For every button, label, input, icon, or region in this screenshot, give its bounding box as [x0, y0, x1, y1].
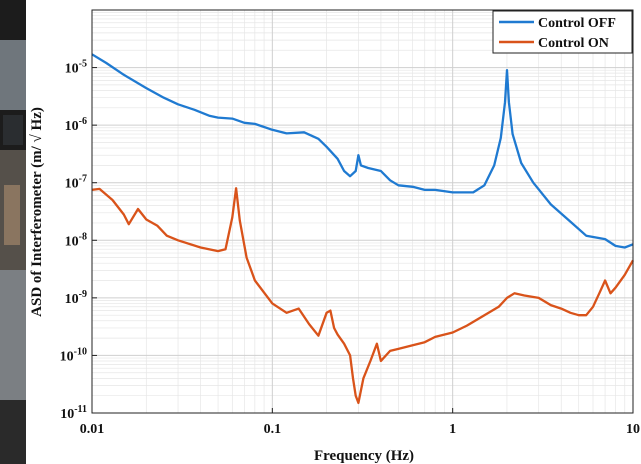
legend-label-control-on: Control ON: [538, 36, 609, 51]
plot-area-background: [92, 10, 633, 413]
y-axis-label: ASD of Interferometer (m/ √ Hz): [29, 107, 45, 317]
x-tick-label: 10: [626, 422, 640, 437]
y-tick-label: 10-5: [65, 59, 87, 77]
series-line-control-off: [91, 53, 634, 249]
plot-frame: [91, 9, 634, 414]
photo-strip-image: [0, 0, 26, 464]
x-axis-ticks: 0.01 0.1 1 10: [80, 408, 640, 437]
x-axis-label: Frequency (Hz): [314, 448, 414, 464]
legend: Control OFF Control ON: [492, 10, 633, 54]
y-tick-label: 10-6: [65, 116, 87, 134]
y-tick-label: 10-7: [65, 174, 87, 192]
y-axis-ticks: 10-11 10-10 10-9 10-8 10-7 10-6 10-5: [60, 59, 97, 422]
legend-box: [492, 10, 633, 54]
series-layer: [91, 53, 634, 405]
y-tick-label: 10-11: [60, 404, 87, 422]
background-photo-strip: [0, 0, 26, 464]
y-tick-label: 10-9: [65, 289, 87, 307]
y-tick-label: 10-8: [65, 231, 87, 249]
legend-label-control-off: Control OFF: [538, 16, 616, 31]
x-tick-label: 0.1: [264, 422, 282, 437]
series-line-control-on: [91, 187, 634, 405]
y-tick-label: 10-10: [60, 346, 87, 364]
x-tick-label: 0.01: [80, 422, 105, 437]
x-tick-label: 1: [449, 422, 456, 437]
